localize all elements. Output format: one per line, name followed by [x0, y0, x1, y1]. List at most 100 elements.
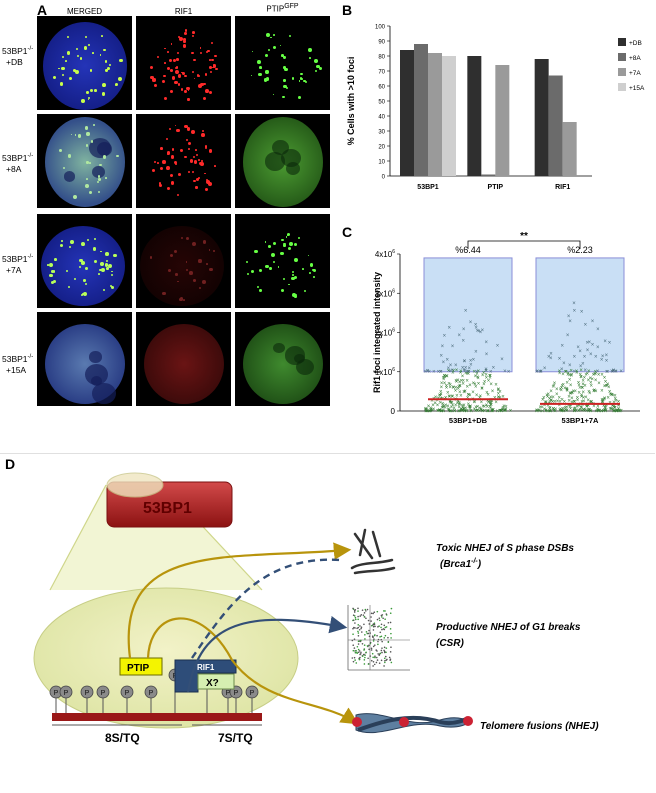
data-point: ×	[443, 373, 447, 379]
focus-dot	[280, 251, 284, 256]
facs-dot	[363, 623, 365, 626]
outlier-point: ×	[605, 370, 609, 376]
focus-dot	[198, 159, 200, 162]
data-point: ×	[459, 369, 463, 375]
col-head-ptip: PTIPGFP	[235, 3, 330, 14]
facs-dot	[381, 628, 383, 631]
outlier-point: ×	[567, 314, 571, 320]
data-point: ×	[577, 402, 581, 408]
sqtq-bar	[52, 713, 262, 721]
data-point: ×	[443, 374, 447, 380]
facs-dot	[387, 636, 389, 639]
focus-dot	[283, 277, 286, 280]
data-point: ×	[583, 408, 587, 414]
data-point: ×	[448, 409, 452, 415]
outlier-point: ×	[476, 329, 480, 335]
focus-dot	[90, 140, 94, 143]
data-point: ×	[469, 409, 473, 415]
data-point: ×	[549, 398, 553, 404]
data-point: ×	[569, 406, 573, 412]
data-point: ×	[592, 388, 596, 394]
outlier-point: ×	[605, 359, 609, 365]
data-point: ×	[608, 390, 612, 396]
data-point: ×	[464, 406, 468, 412]
focus-dot	[191, 30, 195, 34]
y-tick-label: 100	[375, 25, 386, 31]
data-point: ×	[489, 402, 493, 408]
facs-dot	[352, 644, 355, 646]
outlier-point: ×	[469, 359, 473, 365]
facs-dot	[358, 628, 361, 631]
data-point: ×	[503, 408, 507, 414]
focus-dot	[291, 77, 294, 80]
focus-dot	[192, 179, 196, 183]
focus-dot	[213, 64, 216, 67]
focus-dot	[92, 52, 94, 54]
facs-dot	[375, 661, 378, 664]
data-point: ×	[461, 409, 465, 415]
data-point: ×	[447, 382, 451, 388]
facs-dot	[372, 625, 375, 628]
focus-dot	[214, 54, 217, 58]
data-point: ×	[559, 408, 563, 414]
focus-dot	[72, 68, 76, 73]
nucleolus	[92, 382, 116, 404]
data-point: ×	[574, 389, 578, 395]
data-point: ×	[436, 403, 440, 409]
facs-dot	[370, 616, 372, 618]
data-point: ×	[442, 409, 446, 415]
data-point: ×	[580, 393, 584, 399]
data-point: ×	[504, 408, 508, 414]
outlier-point: ×	[474, 326, 478, 332]
focus-dot	[267, 245, 271, 249]
focus-dot	[99, 268, 102, 271]
focus-dot	[103, 48, 106, 51]
data-point: ×	[458, 383, 462, 389]
data-point: ×	[540, 405, 544, 411]
nucleolus	[273, 342, 285, 354]
focus-dot	[250, 269, 255, 274]
data-point: ×	[465, 372, 469, 378]
data-point: ×	[497, 387, 501, 393]
nucleolus	[91, 165, 106, 178]
facs-dot	[364, 656, 366, 659]
data-point: ×	[542, 396, 546, 402]
data-point: ×	[603, 408, 607, 414]
data-point: ×	[488, 400, 492, 406]
y-tick-label: 3x106	[375, 288, 395, 298]
outlier-point: ×	[458, 333, 462, 339]
focus-dot	[102, 155, 107, 159]
facs-dot	[359, 615, 362, 617]
outlier-point: ×	[580, 309, 584, 315]
focus-dot	[181, 72, 185, 76]
data-point: ×	[604, 379, 608, 385]
focus-dot	[154, 83, 158, 87]
data-point: ×	[459, 394, 463, 400]
facs-dot	[374, 655, 376, 657]
facs-dot	[371, 652, 374, 655]
data-point: ×	[449, 401, 453, 407]
data-point: ×	[474, 405, 478, 411]
facs-dot	[360, 631, 363, 633]
outlier-point: ×	[496, 344, 500, 350]
facs-dot	[359, 656, 361, 659]
data-point: ×	[611, 407, 615, 413]
data-point: ×	[564, 408, 568, 414]
focus-dot	[67, 285, 70, 288]
focus-dot	[318, 66, 322, 70]
focus-dot	[303, 289, 306, 293]
outlier-point: ×	[608, 341, 612, 347]
facs-dot	[373, 611, 376, 614]
outlier-point: ×	[568, 363, 572, 369]
zoom-funnel	[50, 485, 262, 590]
data-point: ×	[558, 371, 562, 377]
focus-dot	[180, 88, 183, 91]
data-point: ×	[563, 386, 567, 392]
facs-dot	[380, 659, 383, 662]
facs-dot	[357, 643, 360, 645]
data-point: ×	[577, 390, 581, 396]
focus-dot	[152, 78, 156, 82]
data-point: ×	[558, 400, 562, 406]
focus-dot	[67, 154, 72, 158]
focus-dot	[99, 54, 102, 56]
